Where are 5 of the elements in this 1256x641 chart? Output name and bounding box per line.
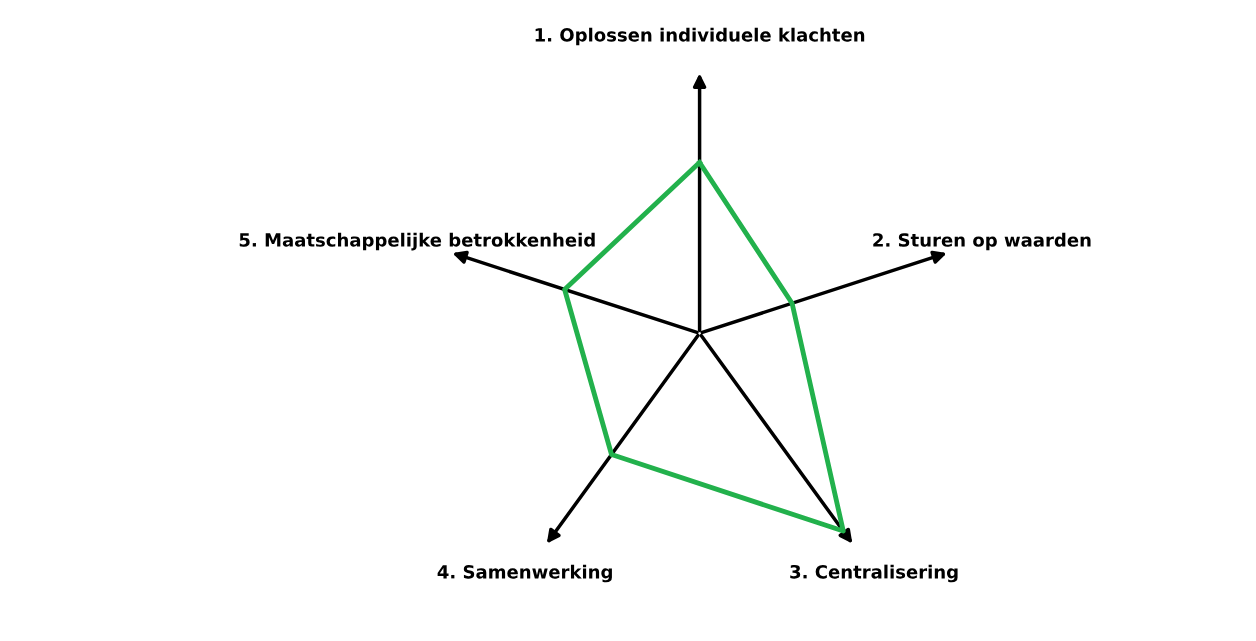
spoke-label: 3. Centralisering bbox=[790, 564, 958, 583]
spoke-label: 1. Oplossen individuele klachten bbox=[535, 27, 865, 46]
spoke-label: 4. Samenwerking bbox=[437, 564, 612, 583]
spoke-label: 2. Sturen op waarden bbox=[873, 232, 1091, 251]
spoke-label: 5. Maatschappelijke betrokkenheid bbox=[239, 232, 595, 251]
